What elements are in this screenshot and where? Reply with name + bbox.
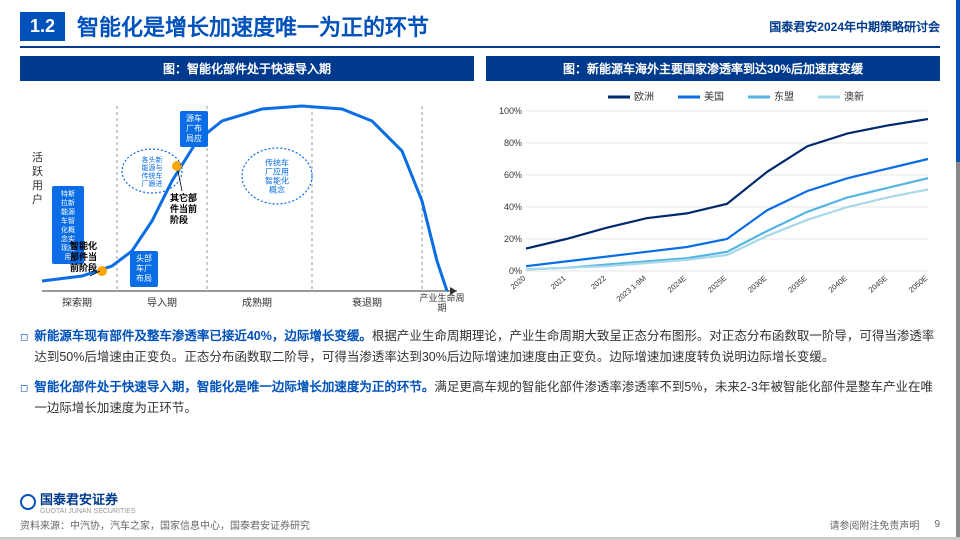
logo-subtext: GUOTAI JUNAN SECURITIES	[40, 508, 136, 515]
svg-text:特斯: 特斯	[61, 189, 75, 198]
svg-text:概念: 概念	[269, 185, 285, 195]
svg-text:期: 期	[437, 303, 446, 313]
svg-text:跃: 跃	[32, 164, 43, 178]
svg-text:2030E: 2030E	[746, 274, 768, 295]
svg-text:产业生命周: 产业生命周	[419, 292, 464, 303]
svg-text:各头新: 各头新	[142, 155, 163, 164]
svg-text:局应: 局应	[186, 133, 202, 143]
svg-text:东盟: 东盟	[774, 90, 794, 103]
svg-text:20%: 20%	[504, 234, 522, 244]
bullet-text: 智能化部件处于快速导入期，智能化是唯一边际增长加速度为正的环节。满足更高车规的智…	[34, 377, 940, 420]
svg-text:能源: 能源	[61, 207, 75, 216]
svg-text:成熟期: 成熟期	[242, 296, 272, 309]
svg-text:前阶段: 前阶段	[70, 262, 98, 273]
right-chart: 图：新能源车海外主要国家渗透率到达30%后加速度变缓 0%20%40%60%80…	[486, 56, 940, 316]
svg-text:100%: 100%	[499, 106, 522, 116]
left-chart: 图：智能化部件处于快速导入期 活跃用户探索期 导入期 成熟期 衰退期 产业生命周期 特斯拉…	[20, 56, 474, 316]
footer: 国泰君安证券 GUOTAI JUNAN SECURITIES 资料来源：中汽协，…	[20, 489, 940, 532]
svg-text:户: 户	[32, 192, 43, 206]
svg-text:活: 活	[32, 151, 43, 164]
svg-text:车厂: 车厂	[136, 263, 152, 273]
svg-text:头部: 头部	[136, 253, 152, 263]
disclaimer: 请参阅附注免责声明	[829, 517, 919, 532]
svg-text:智能化: 智能化	[70, 240, 97, 251]
svg-text:车智: 车智	[61, 216, 75, 225]
slide: 1.2 智能化是增长加速度唯一为正的环节 国泰君安2024年中期策略研讨会 图：…	[0, 0, 960, 540]
page-subtitle: 国泰君安2024年中期策略研讨会	[769, 18, 940, 35]
svg-text:传统车: 传统车	[142, 171, 163, 180]
svg-text:2024E: 2024E	[666, 274, 688, 295]
svg-text:60%: 60%	[504, 170, 522, 180]
page-number: 9	[934, 519, 940, 530]
svg-text:2045E: 2045E	[867, 274, 889, 295]
charts-row: 图：智能化部件处于快速导入期 活跃用户探索期 导入期 成熟期 衰退期 产业生命周期 特斯拉…	[20, 56, 940, 316]
bullet-icon: ◻	[20, 380, 28, 420]
svg-text:探索期: 探索期	[62, 296, 92, 309]
svg-text:2022: 2022	[589, 274, 608, 292]
svg-text:衰退期: 衰退期	[352, 296, 382, 309]
svg-text:澳新: 澳新	[844, 90, 864, 103]
svg-text:源车: 源车	[186, 113, 202, 123]
svg-text:40%: 40%	[504, 202, 522, 212]
footer-right: 请参阅附注免责声明 9	[829, 517, 940, 532]
svg-text:传统车: 传统车	[265, 158, 289, 168]
source-text: 资料来源：中汽协，汽车之家，国家信息中心，国泰君安证券研究	[20, 517, 310, 532]
left-chart-title: 图：智能化部件处于快速导入期	[20, 56, 474, 81]
svg-text:厂应用: 厂应用	[265, 167, 289, 177]
svg-text:2021: 2021	[549, 274, 568, 292]
bullet-item: ◻新能源车现有部件及整车渗透率已接近40%，边际增长变缓。根据产业生命周期理论，…	[20, 326, 940, 369]
svg-text:智能化: 智能化	[265, 176, 289, 186]
svg-text:2020: 2020	[509, 274, 528, 292]
logo-text: 国泰君安证券	[40, 489, 136, 508]
svg-text:2040E: 2040E	[826, 274, 848, 295]
svg-text:布局: 布局	[136, 273, 152, 283]
bullets: ◻新能源车现有部件及整车渗透率已接近40%，边际增长变缓。根据产业生命周期理论，…	[20, 326, 940, 419]
bullet-item: ◻智能化部件处于快速导入期，智能化是唯一边际增长加速度为正的环节。满足更高车规的…	[20, 377, 940, 420]
svg-text:拉新: 拉新	[61, 198, 75, 207]
bullet-text: 新能源车现有部件及整车渗透率已接近40%，边际增长变缓。根据产业生命周期理论，产…	[34, 326, 940, 369]
svg-text:80%: 80%	[504, 138, 522, 148]
bullet-icon: ◻	[20, 329, 28, 369]
svg-text:导入期: 导入期	[147, 297, 177, 309]
svg-text:其它部: 其它部	[170, 192, 197, 203]
penetration-line-svg: 0%20%40%60%80%100%2020202120222023 1-9M2…	[486, 81, 940, 316]
svg-text:美国: 美国	[704, 90, 724, 103]
svg-text:2050E: 2050E	[907, 274, 929, 295]
svg-text:用: 用	[32, 180, 43, 192]
right-chart-title: 图：新能源车海外主要国家渗透率到达30%后加速度变缓	[486, 56, 940, 81]
header: 1.2 智能化是增长加速度唯一为正的环节 国泰君安2024年中期策略研讨会	[20, 10, 940, 48]
page-title: 智能化是增长加速度唯一为正的环节	[77, 10, 769, 42]
side-border	[956, 0, 960, 540]
svg-text:2023 1-9M: 2023 1-9M	[615, 274, 648, 304]
svg-text:2025E: 2025E	[706, 274, 728, 295]
section-number: 1.2	[20, 12, 65, 41]
svg-text:部件当: 部件当	[70, 251, 97, 262]
svg-text:件当前: 件当前	[170, 203, 197, 214]
svg-text:能源与: 能源与	[142, 163, 163, 172]
logo-icon	[20, 494, 36, 510]
svg-text:厂跟进: 厂跟进	[142, 180, 163, 188]
svg-text:欧洲: 欧洲	[634, 91, 654, 103]
svg-text:2035E: 2035E	[786, 274, 808, 295]
lifecycle-curve-svg: 活跃用户探索期导入期成熟期衰退期产业生命周期特斯拉新能源车智化概念实现应用头部车…	[20, 81, 474, 316]
svg-text:阶段: 阶段	[170, 214, 189, 225]
svg-text:厂布: 厂布	[186, 123, 202, 133]
logo: 国泰君安证券 GUOTAI JUNAN SECURITIES	[20, 489, 310, 515]
svg-text:化概: 化概	[61, 225, 75, 234]
